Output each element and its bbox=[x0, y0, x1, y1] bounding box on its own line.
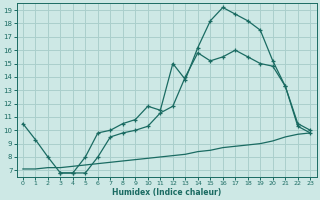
X-axis label: Humidex (Indice chaleur): Humidex (Indice chaleur) bbox=[112, 188, 221, 197]
